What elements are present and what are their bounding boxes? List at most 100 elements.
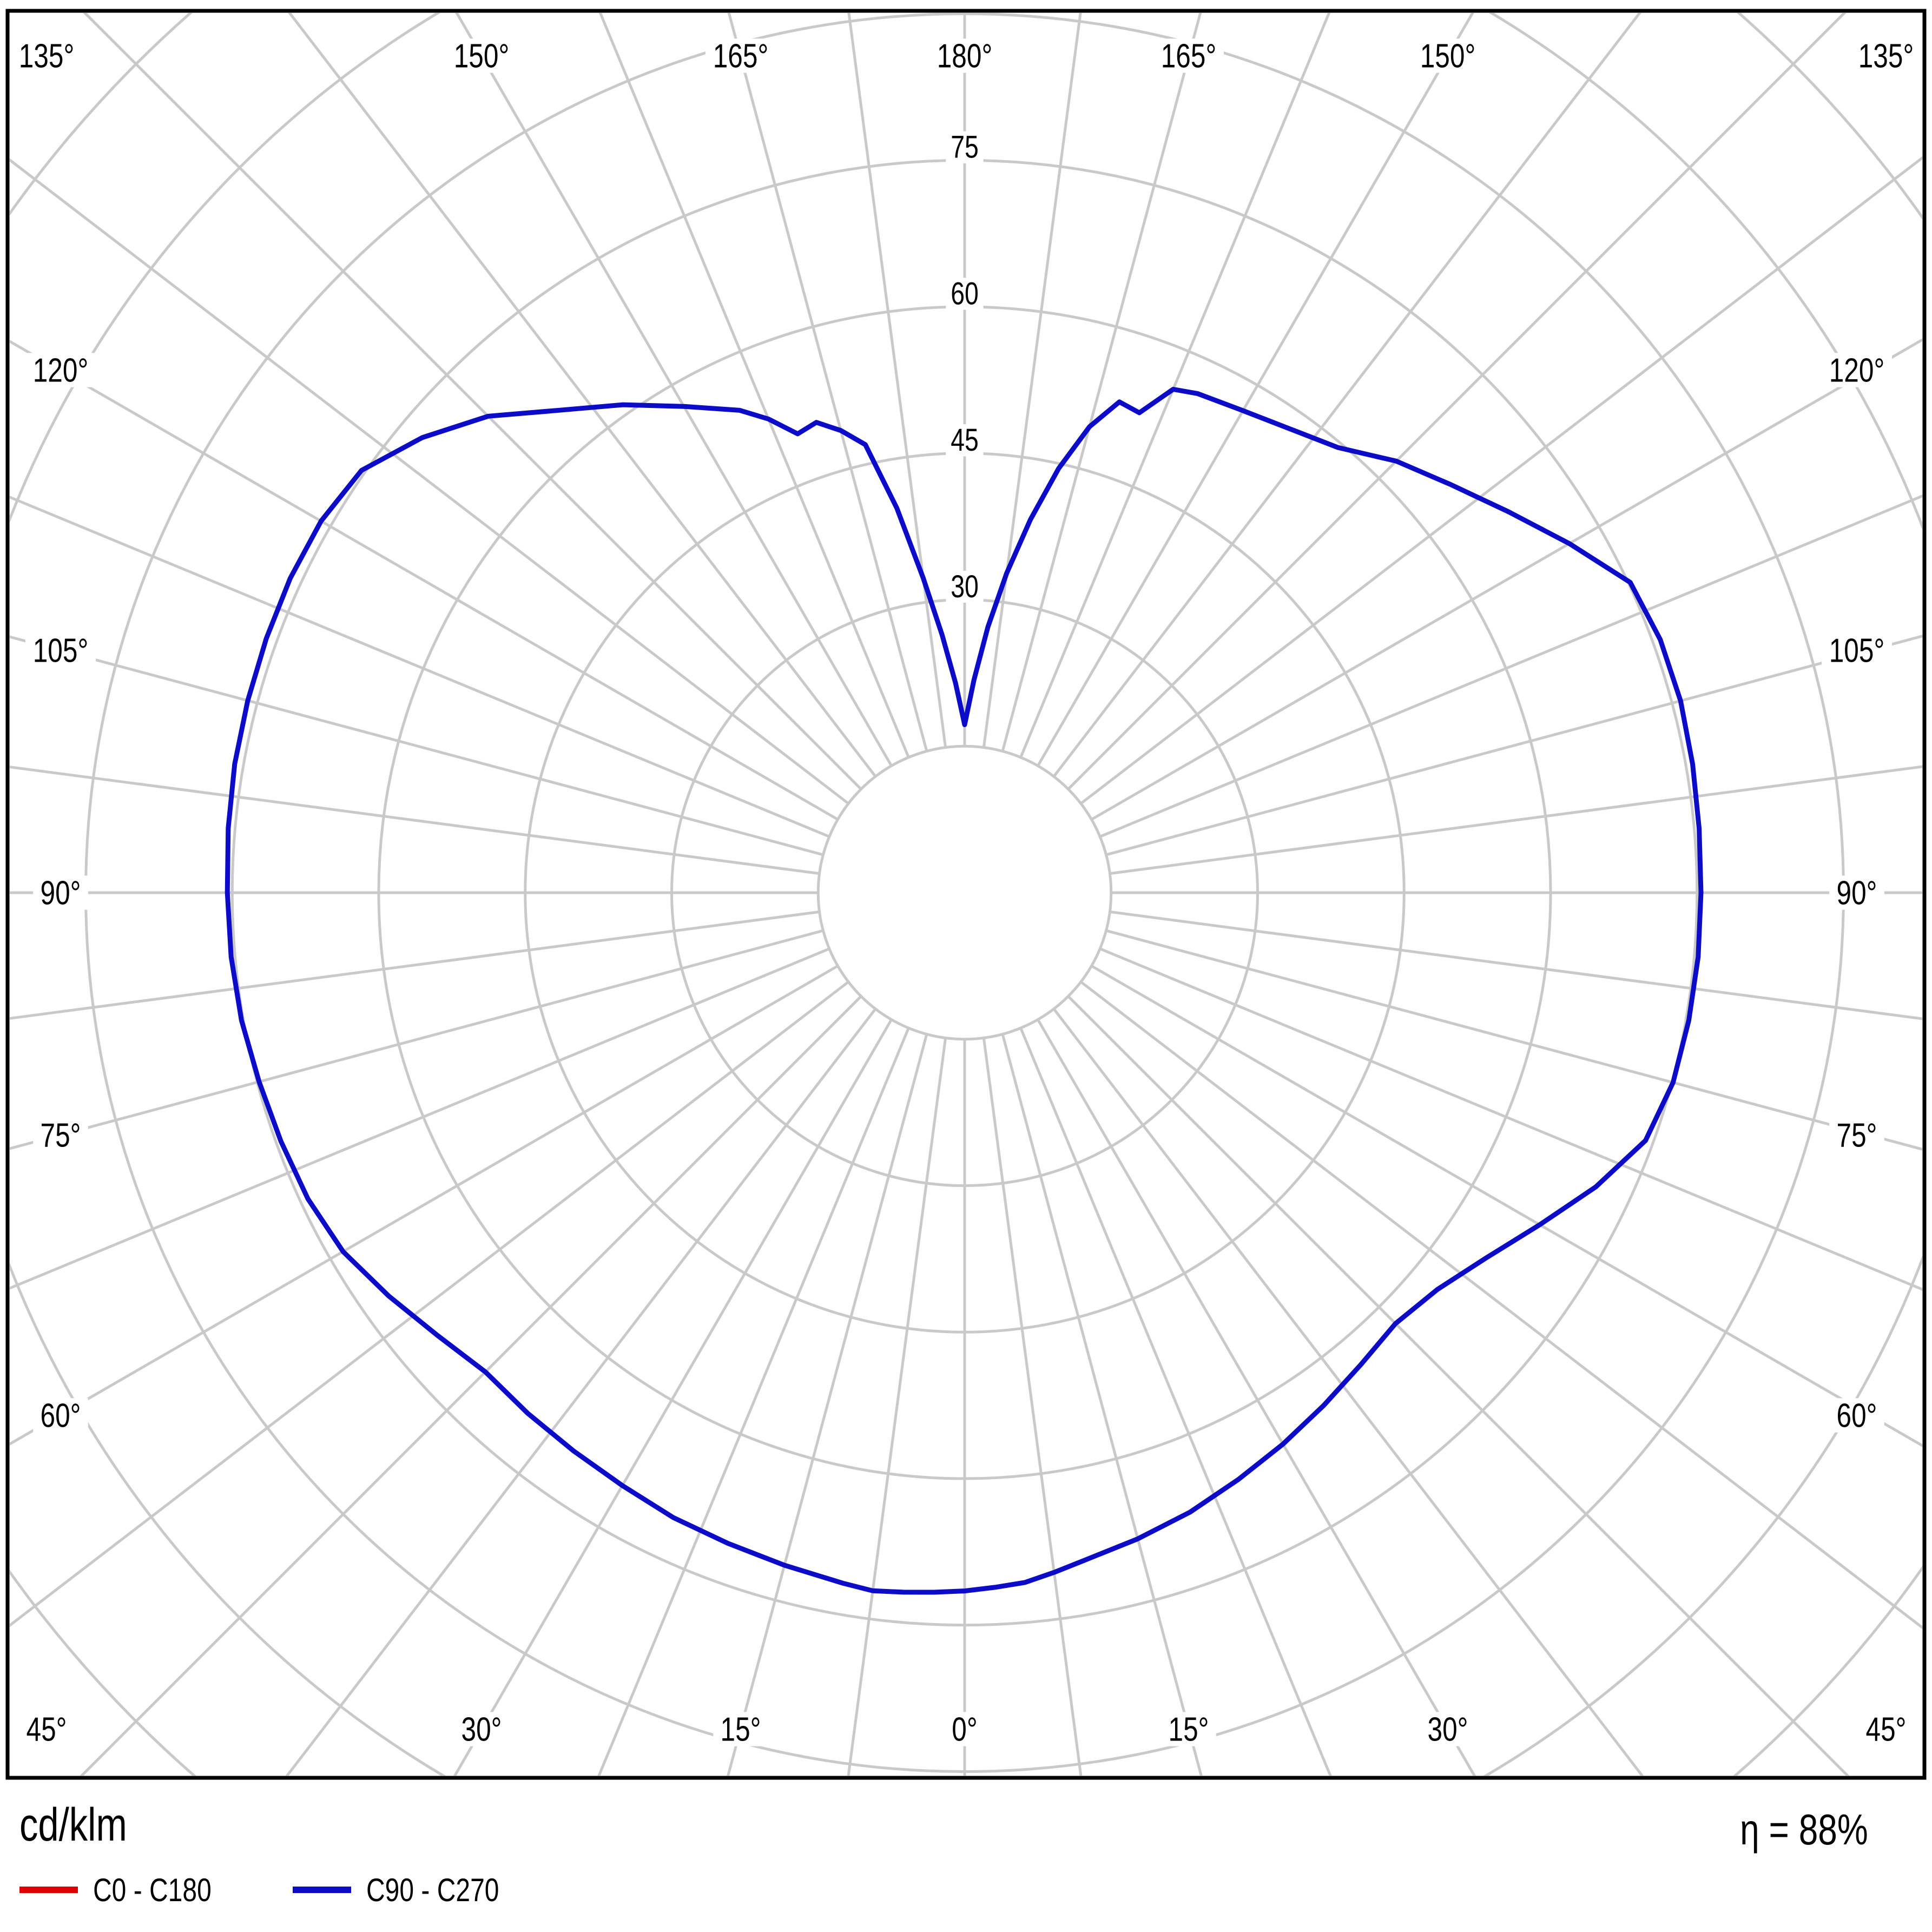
radial-value-label-60: 60 — [951, 276, 979, 311]
efficiency-text: η = 88% — [1740, 1805, 1868, 1854]
grid-ray — [10, 496, 830, 838]
radial-value-label-45: 45 — [951, 423, 979, 458]
grid-ray — [1067, 13, 1847, 790]
grid-ray — [847, 13, 947, 748]
efficiency-value: η = 88% — [1708, 1805, 1868, 1855]
angle-label-60-left-bg — [33, 1398, 88, 1433]
grid-ray — [982, 13, 1082, 748]
angle-label-165-left: 165° — [713, 37, 769, 75]
grid-ray — [1037, 1019, 1476, 1776]
radial-unit-label: cd/klm — [19, 1799, 154, 1851]
angle-label-15-right: 15° — [1169, 1710, 1209, 1748]
grid-ray — [727, 13, 928, 752]
grid-ray — [10, 965, 839, 1446]
grid-ray — [1110, 910, 1922, 1020]
angle-label-165-right: 165° — [1161, 37, 1217, 75]
grid-ray — [1067, 995, 1850, 1776]
legend-item-c90-c270: C90 - C270 — [293, 1871, 532, 1909]
angle-label-150-left-bg — [446, 38, 517, 73]
angle-label-45-right: 45° — [1866, 1710, 1907, 1748]
grid-ray — [1001, 1033, 1203, 1776]
grid-ray — [847, 1038, 947, 1776]
grid-ray — [1019, 13, 1331, 758]
angle-label-0: 0° — [952, 1710, 977, 1748]
angle-label-105-left-bg — [25, 633, 96, 668]
angle-label-75-left: 75° — [41, 1116, 81, 1154]
angle-label-60-left: 60° — [41, 1396, 81, 1434]
angle-label-120-right-bg — [1821, 353, 1893, 387]
grid-ray — [1037, 13, 1474, 767]
radial-value-label-30-bg — [946, 570, 984, 603]
grid-ray — [598, 13, 910, 758]
grid-ray — [727, 1033, 928, 1776]
grid-ray — [1019, 1027, 1332, 1776]
angle-label-0-bg — [945, 1712, 985, 1746]
angle-label-75-right: 75° — [1837, 1116, 1877, 1154]
c90-c270-curve — [225, 387, 1704, 1595]
angle-label-15-left: 15° — [721, 1710, 761, 1748]
grid-ray — [10, 158, 849, 805]
angle-label-150-right: 150° — [1420, 37, 1476, 75]
radial-value-label-60-bg — [946, 278, 984, 310]
grid-ray — [10, 635, 824, 856]
grid-ray — [1105, 635, 1922, 856]
angle-label-60-right: 60° — [1837, 1396, 1877, 1434]
grid-ray — [597, 1027, 910, 1776]
angle-label-135-left: 135° — [19, 37, 75, 75]
grid-ray — [1080, 156, 1922, 805]
angle-label-30-right: 30° — [1428, 1710, 1468, 1748]
grid-ray — [1001, 13, 1202, 752]
grid-ray — [455, 13, 893, 767]
grid-ray — [453, 1019, 893, 1776]
angle-label-105-right: 105° — [1829, 631, 1885, 669]
c90-c270-line-swatch — [293, 1887, 352, 1893]
angle-label-90-left: 90° — [41, 874, 81, 912]
grid-ray — [1105, 929, 1922, 1151]
angle-label-120-left-bg — [25, 353, 96, 387]
angle-label-165-left-bg — [705, 38, 776, 73]
radial-value-label-30: 30 — [951, 569, 979, 604]
angle-label-135-left-bg — [11, 38, 82, 73]
grid-ray — [288, 13, 877, 777]
grid-ray — [1110, 765, 1922, 875]
radial-unit-text: cd/klm — [19, 1799, 127, 1851]
grid-ray — [80, 995, 862, 1776]
grid-ray — [10, 929, 824, 1150]
grid-ray — [1080, 980, 1922, 1630]
grid-ray — [1052, 1008, 1644, 1776]
radial-value-label-45-bg — [946, 424, 984, 457]
angle-label-30-right-bg — [1420, 1712, 1475, 1746]
grid-ray — [1091, 965, 1922, 1447]
angle-label-180: 180° — [937, 37, 993, 75]
angle-label-60-right-bg — [1829, 1398, 1884, 1433]
angle-label-75-right-bg — [1829, 1118, 1884, 1152]
angle-label-90-right-bg — [1829, 875, 1884, 910]
grid-ray — [982, 1038, 1083, 1776]
angle-label-45-left-bg — [19, 1712, 74, 1746]
angle-label-45-right-bg — [1858, 1712, 1914, 1746]
grid-ray — [83, 13, 862, 790]
angle-label-180-bg — [929, 38, 1000, 73]
grid-ray — [10, 980, 849, 1627]
legend: C0 - C180 C90 - C270 — [19, 1860, 584, 1920]
angle-label-135-right-bg — [1850, 38, 1922, 73]
angle-label-120-left: 120° — [33, 351, 89, 389]
grid-ray — [1091, 338, 1922, 821]
c90-c270-label: C90 - C270 — [366, 1871, 499, 1908]
legend-item-c0-c180: C0 - C180 — [19, 1871, 241, 1909]
angle-label-105-right-bg — [1821, 633, 1893, 668]
angle-label-165-right-bg — [1153, 38, 1224, 73]
angle-label-15-left-bg — [713, 1712, 768, 1746]
angle-label-120-right: 120° — [1829, 351, 1885, 389]
angle-label-105-left: 105° — [33, 631, 89, 669]
grid-ray — [10, 340, 839, 821]
grid-ray — [285, 1008, 877, 1776]
c0-c180-line-swatch — [19, 1887, 78, 1893]
angle-label-45-left: 45° — [27, 1710, 67, 1748]
angle-label-90-right: 90° — [1837, 874, 1877, 912]
radial-value-label-75: 75 — [951, 130, 979, 165]
radial-value-label-75-bg — [946, 131, 984, 163]
angle-label-30-left-bg — [454, 1712, 509, 1746]
